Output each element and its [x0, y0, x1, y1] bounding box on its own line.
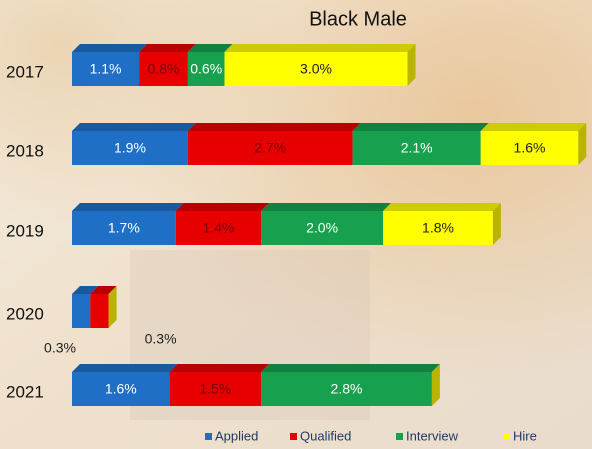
- chart-title: Black Male: [309, 8, 407, 30]
- bar-top: [353, 123, 489, 131]
- legend-swatch: [396, 433, 403, 440]
- data-label: 2.7%: [254, 140, 286, 156]
- data-label: 1.6%: [514, 140, 546, 156]
- legend-swatch: [503, 433, 510, 440]
- chart: Black Male Applied Qualified Interview Hire…: [0, 0, 592, 449]
- data-label: 0.3%: [145, 331, 177, 347]
- bar-top: [383, 203, 501, 211]
- data-label: 2.8%: [331, 381, 363, 397]
- bar: [90, 294, 108, 328]
- data-label: 0.8%: [148, 61, 180, 77]
- bar-top: [72, 364, 178, 372]
- legend-label: Qualified: [300, 428, 351, 443]
- data-label: 1.8%: [422, 220, 454, 236]
- data-label: 3.0%: [300, 61, 332, 77]
- y-tick-label: 2019: [6, 221, 44, 240]
- bar-top: [170, 364, 270, 372]
- legend-swatch: [205, 433, 212, 440]
- bar-top: [139, 44, 196, 52]
- data-label: 1.4%: [202, 220, 234, 236]
- bar-top: [188, 123, 361, 131]
- bar: [72, 294, 90, 328]
- bar-top: [261, 364, 440, 372]
- y-tick-label: 2021: [6, 382, 44, 401]
- data-label: 0.6%: [190, 61, 222, 77]
- data-label: 1.1%: [90, 61, 122, 77]
- legend-swatch: [290, 433, 297, 440]
- y-tick-label: 2020: [6, 304, 44, 323]
- bar-top: [72, 203, 184, 211]
- bar-top: [481, 123, 587, 131]
- bar-top: [72, 44, 147, 52]
- y-tick-label: 2017: [6, 62, 44, 81]
- bar-top: [261, 203, 391, 211]
- data-label: 2.0%: [306, 220, 338, 236]
- bar-top: [176, 203, 269, 211]
- data-label: 1.6%: [105, 381, 137, 397]
- legend-label: Applied: [215, 428, 258, 443]
- data-label: 2.1%: [401, 140, 433, 156]
- data-label: 0.3%: [44, 340, 76, 356]
- data-label: 1.5%: [199, 381, 231, 397]
- legend-label: Hire: [513, 428, 537, 443]
- bar-top: [225, 44, 416, 52]
- legend-label: Interview: [406, 428, 459, 443]
- y-tick-label: 2018: [6, 141, 44, 160]
- bar-top: [72, 123, 196, 131]
- data-label: 1.7%: [108, 220, 140, 236]
- data-label: 1.9%: [114, 140, 146, 156]
